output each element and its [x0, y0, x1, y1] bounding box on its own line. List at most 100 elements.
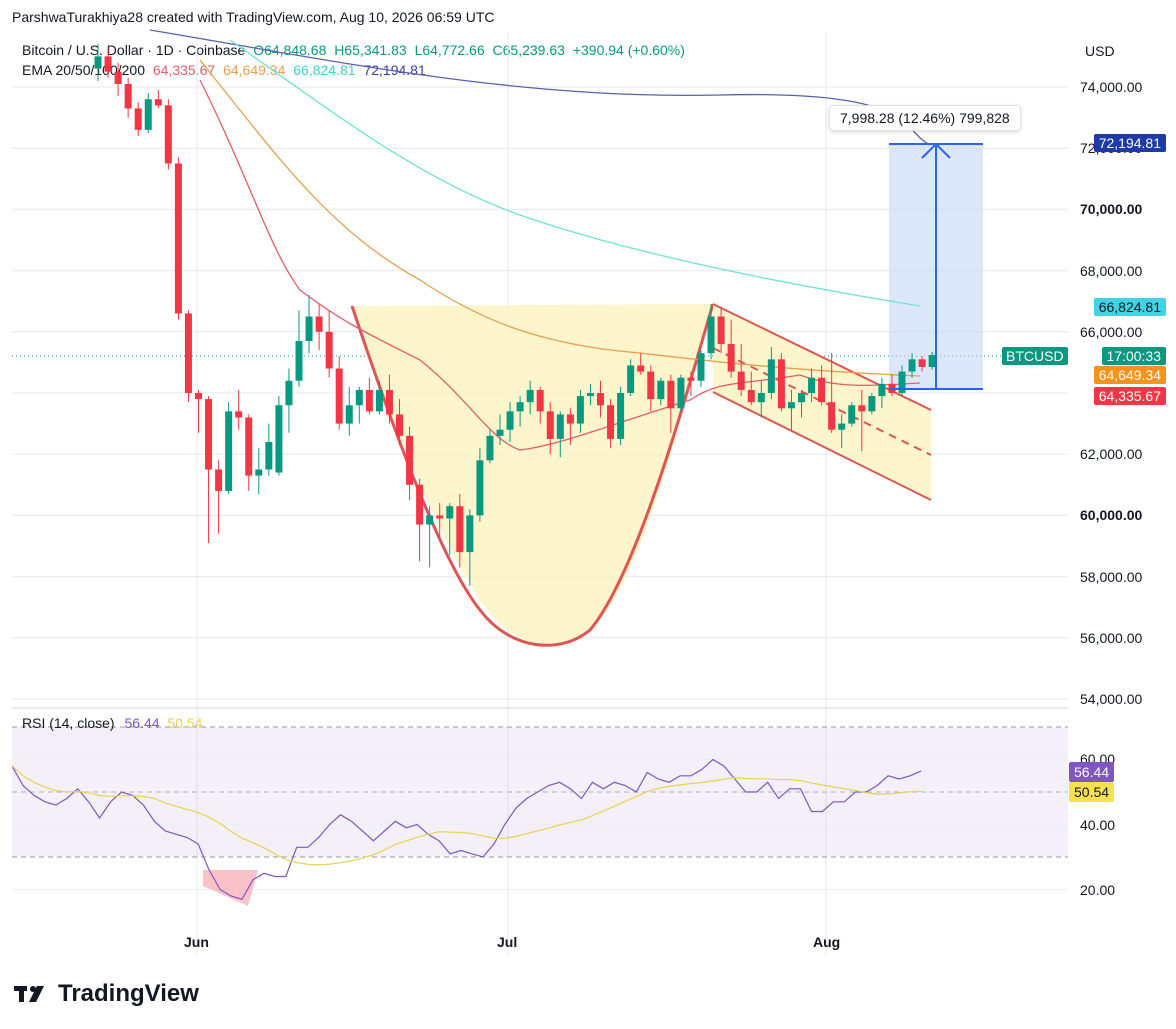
candle	[737, 344, 745, 397]
candle	[305, 295, 313, 354]
countdown-tag: 17:00:33	[1101, 347, 1166, 365]
tradingview-logo-icon	[14, 986, 44, 1002]
candle-body	[385, 389, 393, 415]
candle	[215, 460, 223, 534]
candle	[898, 365, 906, 397]
candle	[365, 377, 373, 415]
candle	[416, 478, 424, 562]
rsi-line	[11, 758, 922, 901]
candle-body	[456, 506, 464, 553]
candle-body	[416, 484, 424, 525]
ema-label[interactable]: EMA 20/50/100/200	[22, 62, 145, 78]
candle	[174, 157, 182, 320]
candle-body	[687, 377, 695, 381]
high-value: H65,341.83	[334, 42, 407, 58]
candle-body	[647, 371, 655, 400]
candle-body	[717, 316, 725, 345]
candle-body	[908, 359, 916, 372]
candle-body	[707, 316, 715, 354]
candle-body	[466, 515, 474, 553]
x-tick-aug: Aug	[813, 934, 841, 950]
candle-body	[184, 313, 192, 393]
candle-body	[345, 405, 353, 424]
candle-body	[808, 377, 816, 393]
candle-body	[777, 359, 785, 409]
candle-body	[898, 371, 906, 393]
symbol-label[interactable]: Bitcoin / U.S. Dollar · 1D · Coinbase	[22, 42, 246, 58]
candle	[164, 99, 172, 170]
candle-body	[195, 393, 202, 400]
candle-body	[597, 393, 604, 406]
x-tick-jun: Jun	[184, 934, 209, 950]
candle	[375, 380, 383, 415]
rsi-tick-40: 40.00	[1080, 817, 1116, 833]
candle-body	[265, 441, 273, 470]
candle-body	[828, 402, 836, 430]
candle	[466, 509, 474, 586]
candle	[476, 448, 484, 522]
candle-body	[295, 340, 303, 381]
candle-body	[798, 393, 805, 403]
candle	[858, 389, 866, 452]
candle	[144, 93, 152, 133]
rsi-legend: RSI (14, close) 56.44 50.54	[22, 715, 202, 731]
candle-body	[607, 405, 615, 439]
rsi-value: 56.44	[124, 715, 160, 731]
candle	[255, 448, 263, 494]
candle	[195, 389, 202, 433]
currency-label[interactable]: USD	[1085, 43, 1115, 59]
candle	[566, 408, 574, 446]
y-tick-label: 54,000.00	[1080, 691, 1143, 707]
candle	[396, 399, 403, 446]
candle	[667, 374, 675, 433]
candle	[637, 353, 645, 375]
candle	[245, 414, 253, 491]
candle	[848, 402, 856, 427]
rsi-label[interactable]: RSI (14, close)	[22, 715, 115, 731]
ema20-line	[199, 79, 921, 451]
candle	[104, 47, 112, 78]
measure-overlay	[889, 142, 983, 390]
candle-body	[174, 163, 182, 314]
candle-body	[918, 359, 926, 367]
x-tick-jul: Jul	[497, 934, 518, 950]
y-tick-label: 56,000.00	[1080, 629, 1143, 646]
candle	[908, 353, 916, 378]
candle-body	[365, 389, 373, 412]
candle	[828, 353, 836, 433]
candle	[516, 396, 524, 427]
candle	[556, 411, 564, 458]
candle	[717, 307, 725, 354]
candle-body	[245, 417, 253, 476]
candle	[124, 77, 132, 118]
candle-body	[536, 389, 544, 412]
y-tick-label: 74,000.00	[1080, 79, 1143, 95]
candle-body	[546, 411, 554, 439]
measure-label: 7,998.28 (12.46%) 799,828	[829, 105, 1021, 131]
candle-body	[144, 99, 152, 130]
candle-body	[315, 316, 323, 332]
open-value: O64,848.68	[253, 42, 327, 58]
candle-body	[878, 383, 886, 397]
candle	[697, 350, 705, 387]
candle	[225, 402, 233, 494]
candle-body	[868, 396, 876, 412]
candle-body	[406, 435, 414, 485]
candle-body	[566, 414, 574, 424]
candle	[406, 426, 414, 501]
candle	[928, 351, 936, 370]
rsi-oversold-fill	[203, 870, 258, 906]
candle-body	[355, 389, 363, 406]
symbol-tag: BTCUSD	[1002, 347, 1068, 365]
candle	[436, 503, 444, 537]
candle	[205, 396, 213, 543]
tradingview-brand: TradingView	[58, 980, 199, 1007]
tradingview-logo[interactable]: TradingView	[14, 980, 199, 1008]
candle	[295, 310, 303, 387]
candle	[868, 393, 876, 415]
candle-body	[838, 423, 846, 430]
candle-body	[325, 331, 333, 369]
ema50-price-tag: 64,649.34	[1093, 366, 1166, 384]
y-tick-label: 62,000.00	[1080, 446, 1143, 463]
